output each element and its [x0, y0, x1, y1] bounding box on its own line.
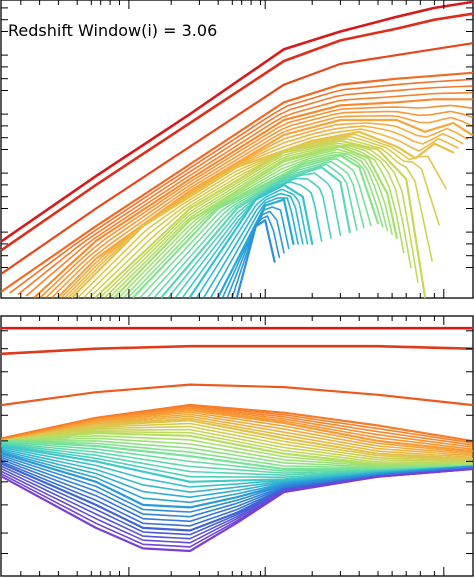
top-series-29 — [146, 160, 365, 298]
top-series-38 — [210, 197, 299, 298]
bottom-series-1 — [0, 344, 474, 356]
bottom-panel-curves — [0, 326, 474, 553]
bottom-series-8 — [0, 409, 474, 453]
bottom-panel-ticks — [1, 316, 473, 576]
top-series-15 — [71, 130, 455, 299]
top-series-35 — [188, 183, 314, 299]
top-series-19 — [94, 139, 427, 299]
top-series-12 — [61, 122, 469, 298]
top-series-32 — [168, 172, 342, 298]
top-series-37 — [203, 192, 304, 298]
top-series-43 — [235, 219, 276, 299]
top-series-9 — [45, 110, 473, 298]
bottom-series-14 — [1, 422, 473, 461]
top-series-20 — [99, 142, 419, 298]
bottom-series-11 — [1, 415, 473, 457]
top-series-4 — [9, 78, 473, 294]
top-series-27 — [132, 154, 380, 299]
top-panel-title: Redshift Window(i) = 3.06 — [8, 21, 217, 40]
top-series-0 — [0, 0, 474, 243]
bottom-series-21 — [1, 440, 473, 468]
top-series-30 — [154, 163, 358, 298]
bottom-panel — [0, 315, 474, 577]
top-series-17 — [83, 135, 440, 298]
bottom-series-17 — [1, 430, 473, 464]
top-series-5 — [17, 85, 473, 295]
top-series-16 — [77, 133, 447, 298]
top-panel-curves — [0, 0, 474, 299]
top-series-28 — [139, 158, 372, 298]
top-series-10 — [51, 114, 473, 298]
top-series-31 — [160, 166, 351, 299]
bottom-series-20 — [1, 437, 473, 467]
top-series-36 — [196, 188, 309, 298]
top-series-39 — [217, 198, 295, 299]
top-series-11 — [57, 118, 474, 299]
bottom-series-15 — [1, 425, 473, 462]
bottom-series-16 — [1, 428, 473, 463]
top-series-24 — [118, 148, 393, 298]
top-series-22 — [109, 145, 405, 298]
top-series-6 — [25, 91, 473, 297]
top-series-1 — [0, 12, 474, 252]
bottom-series-2 — [0, 383, 474, 407]
bottom-series-19 — [1, 435, 473, 466]
bottom-series-43 — [0, 467, 474, 553]
bottom-series-13 — [0, 419, 474, 460]
top-panel-ticks — [1, 0, 473, 298]
top-series-25 — [123, 151, 389, 298]
top-series-2 — [0, 42, 474, 275]
top-series-21 — [104, 144, 412, 298]
top-panel: Redshift Window(i) = 3.06 — [0, 0, 474, 299]
top-series-13 — [64, 125, 464, 298]
top-series-7 — [33, 98, 474, 299]
top-series-3 — [0, 71, 474, 293]
top-series-23 — [113, 145, 398, 299]
bottom-series-18 — [0, 432, 474, 465]
bottom-series-9 — [1, 411, 473, 454]
top-series-8 — [40, 104, 473, 298]
top-series-18 — [89, 138, 433, 298]
